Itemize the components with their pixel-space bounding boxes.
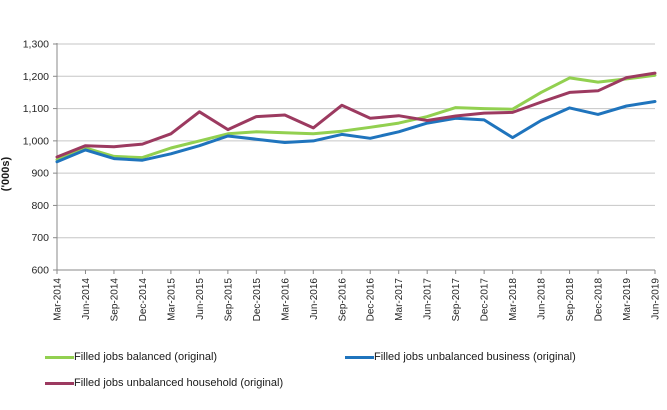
x-tick-label: Dec-2015 [252,278,263,322]
x-tick-label: Mar-2014 [53,278,64,321]
x-tick-label: Dec-2017 [480,278,491,322]
line-chart: 600 700 800 900 1,000 1,100 1,200 1,300 Mar-2014… [23,39,662,322]
x-tick-label: Sep-2014 [109,278,120,322]
series-line-1 [55,100,657,164]
x-tick-label: Jun-2016 [309,278,320,320]
chart-legend: Filled jobs balanced (original) Filled j… [45,350,645,390]
x-tick-label: Mar-2015 [166,278,177,321]
legend-item-household: Filled jobs unbalanced household (origin… [45,376,345,390]
legend-item-balanced: Filled jobs balanced (original) [45,350,345,364]
x-tick-label: Mar-2016 [280,278,291,321]
legend-swatch-household [45,381,74,385]
y-tick-label: 600 [31,265,49,277]
x-tick-label: Jun-2014 [81,278,92,320]
x-tick-label: Jun-2019 [651,278,662,320]
legend-item-business: Filled jobs unbalanced business (origina… [345,350,645,364]
x-tick-label: Jun-2017 [423,278,434,320]
x-tick-label: Sep-2016 [337,278,348,322]
y-tick-label: 800 [31,200,49,212]
x-tick-label: Jun-2018 [537,278,548,320]
legend-swatch-balanced [45,355,74,359]
x-tick-label: Sep-2015 [223,278,234,322]
x-tick-label: Sep-2017 [451,278,462,322]
y-tick-label: 1,000 [23,135,49,147]
x-tick-label: Mar-2019 [622,278,633,321]
x-tick-label: Dec-2018 [594,278,605,322]
legend-label-household: Filled jobs unbalanced household (origin… [74,377,284,389]
y-tick-label: 1,200 [23,71,49,83]
x-tick-label: Mar-2017 [394,278,405,321]
series-line-0 [55,73,657,162]
x-tick-label: Mar-2018 [508,278,519,321]
x-tick-label: Dec-2014 [138,278,149,322]
x-tick-label: Jun-2015 [195,278,206,320]
legend-label-balanced: Filled jobs balanced (original) [74,351,218,363]
y-tick-label: 700 [31,232,49,244]
y-tick-label: 1,300 [23,39,49,51]
y-tick-label: 900 [31,168,49,180]
x-tick-label: Sep-2018 [565,278,576,322]
y-axis-title: ('000s) [0,156,12,192]
y-tick-label: 1,100 [23,103,49,115]
x-tick-label: Dec-2016 [366,278,377,322]
legend-label-business: Filled jobs unbalanced business (origina… [374,351,576,363]
legend-swatch-business [345,355,374,359]
series-line-2 [55,71,657,159]
